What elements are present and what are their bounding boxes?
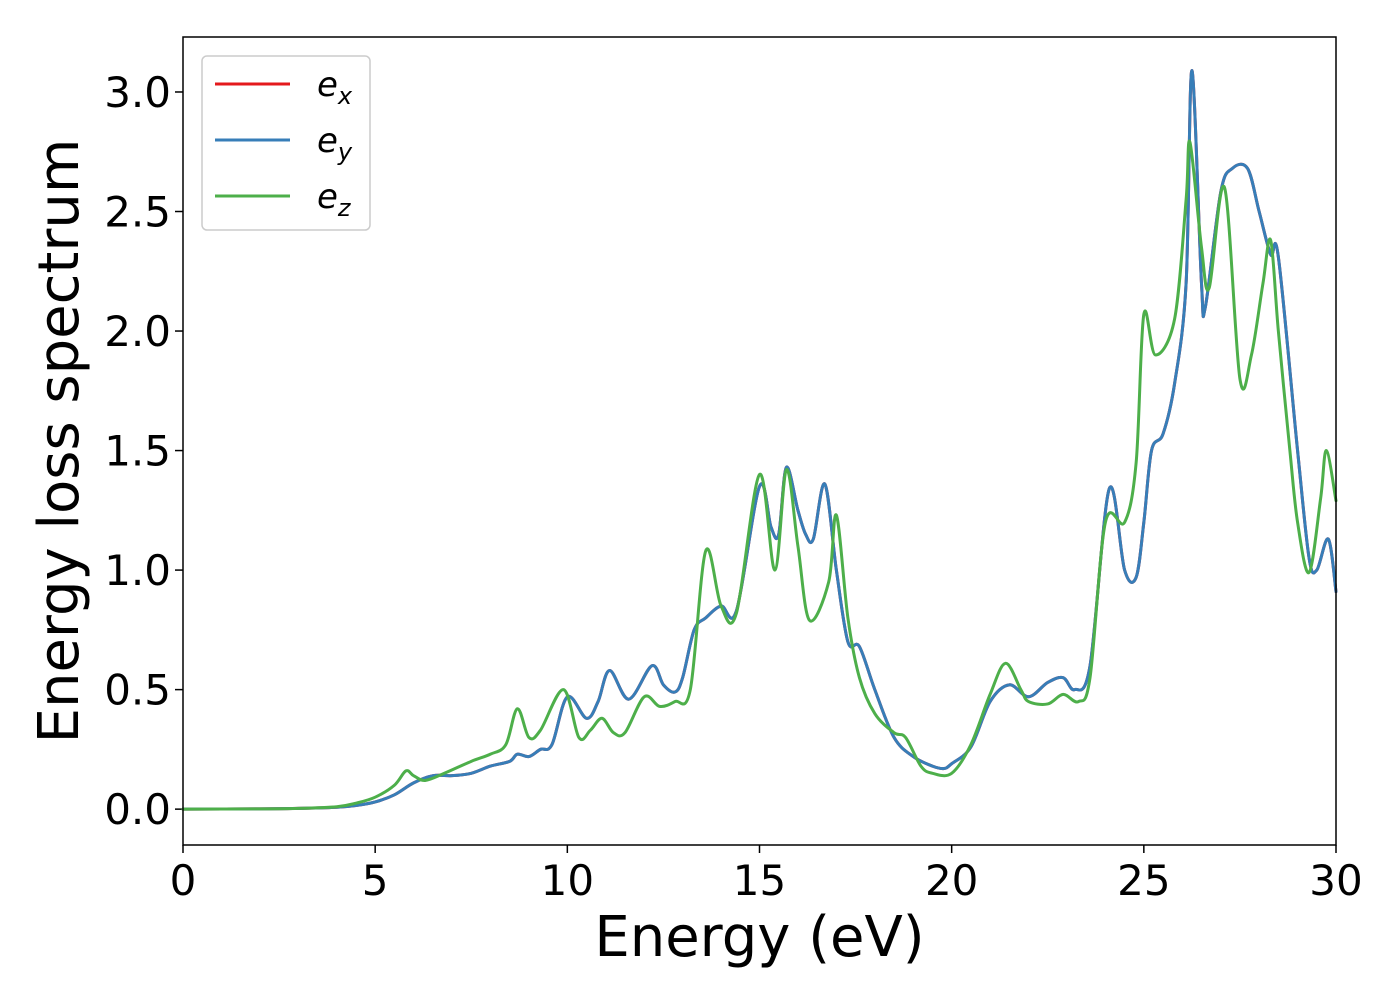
y-axis-label: Energy loss spectrum [27, 139, 92, 744]
legend-item-e-z: ez [215, 177, 352, 222]
y-tick-label: 2.0 [104, 307, 171, 356]
legend-label: ez [317, 177, 352, 222]
x-tick-label: 20 [925, 856, 978, 905]
x-tick-label: 30 [1309, 856, 1362, 905]
series-line-e-z [181, 139, 1338, 811]
tick-layer: 0 5 10 15 20 25 30 0.0 0.5 1.0 1.5 2.0 2.5 3.0 [104, 68, 1363, 905]
x-tick-label: 15 [733, 856, 786, 905]
plot-frame [182, 36, 1337, 846]
x-tick-label: 5 [362, 856, 389, 905]
x-tick-label: 0 [170, 856, 197, 905]
series-layer [181, 68, 1338, 811]
y-tick-label: 1.5 [104, 427, 171, 476]
y-tick-label: 1.0 [104, 546, 171, 595]
legend-box [201, 55, 371, 231]
y-tick-label: 2.5 [104, 188, 171, 237]
y-tick-label: 0.0 [104, 785, 171, 834]
y-tick-label: 3.0 [104, 68, 171, 117]
legend-item-e-y: ey [215, 121, 353, 166]
legend-item-e-x: ex [215, 65, 353, 110]
x-tick-label: 10 [541, 856, 594, 905]
x-axis-label: Energy (eV) [594, 905, 924, 970]
legend-label: ey [317, 121, 353, 166]
legend: ex ey ez [201, 55, 371, 231]
legend-items: ex ey ez [215, 65, 353, 222]
legend-label: ex [317, 65, 353, 110]
x-tick-label: 25 [1117, 856, 1170, 905]
y-tick-label: 0.5 [104, 666, 171, 715]
